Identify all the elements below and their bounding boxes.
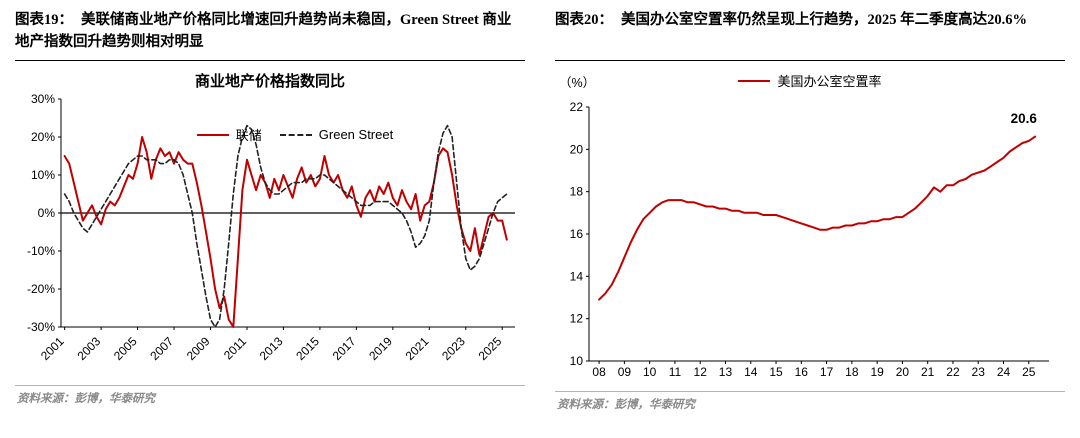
panel-figure-20: 图表20： 美国办公室空置率仍然呈现上行趋势，2025 年二季度高达20.6% （… [540,0,1080,438]
svg-text:2023: 2023 [439,334,468,363]
svg-text:21: 21 [921,365,935,379]
svg-text:19: 19 [870,365,884,379]
legend-label-vacancy: 美国办公室空置率 [777,74,882,89]
svg-text:14: 14 [570,269,584,283]
svg-text:-10%: -10% [27,244,55,258]
svg-text:2011: 2011 [221,334,249,362]
svg-text:2003: 2003 [74,334,103,363]
legend-item-vacancy: 美国办公室空置率 [738,71,882,90]
figure-19-label: 图表19： [15,12,73,28]
svg-text:12: 12 [570,312,584,326]
svg-text:0%: 0% [38,206,56,220]
svg-text:25: 25 [1022,365,1036,379]
svg-text:14: 14 [744,365,758,379]
svg-text:08: 08 [592,365,606,379]
header-rule [15,60,525,61]
svg-text:17: 17 [820,365,834,379]
svg-text:2001: 2001 [38,334,67,363]
svg-text:15: 15 [769,365,783,379]
svg-text:2007: 2007 [147,334,176,363]
line-chart-office-vacancy: 22 20 18 16 14 12 10 08 09 10 11 12 13 14 15 16 17 18 19 20… [570,100,1049,379]
svg-text:20%: 20% [31,130,55,144]
svg-text:30%: 30% [31,92,55,106]
svg-text:16: 16 [795,365,809,379]
svg-text:20: 20 [896,365,910,379]
svg-text:16: 16 [570,227,584,241]
red-solid-line-sample [738,79,771,82]
header-rule [555,60,1065,61]
source-rule [555,391,1065,392]
svg-text:2019: 2019 [366,334,395,363]
figure-19-title: 美联储商业地产价格同比增速回升趋势尚未稳固，Green Street 商业地产指… [15,12,512,50]
svg-text:10: 10 [570,354,584,368]
panel-figure-19: 图表19： 美联储商业地产价格同比增速回升趋势尚未稳固，Green Street … [15,10,525,405]
svg-text:09: 09 [618,365,632,379]
figure-20-header: 图表20： 美国办公室空置率仍然呈现上行趋势，2025 年二季度高达20.6% [555,10,1065,54]
svg-text:18: 18 [845,365,859,379]
svg-text:22: 22 [946,365,960,379]
chart1-area: 30% 20% 10% 0% -10% -20% -30% 2001 2003 2005 2007 2… [15,91,525,383]
svg-text:12: 12 [694,365,708,379]
svg-text:2021: 2021 [403,334,432,363]
svg-text:2025: 2025 [476,334,505,363]
svg-text:2005: 2005 [111,334,140,363]
figure-20-title: 美国办公室空置率仍然呈现上行趋势，2025 年二季度高达20.6% [621,12,1027,28]
svg-text:11: 11 [669,365,682,379]
figure-19-source: 资料来源：彭博，华泰研究 [17,393,155,405]
figure-20-label: 图表20： [555,12,613,28]
svg-text:23: 23 [972,365,986,379]
chart2-legend: 美国办公室空置率 [555,69,1065,90]
svg-text:10: 10 [643,365,657,379]
svg-text:20: 20 [570,142,584,156]
svg-text:2013: 2013 [257,334,286,363]
svg-text:-20%: -20% [27,282,55,296]
svg-text:24: 24 [997,365,1011,379]
svg-text:2009: 2009 [184,334,213,363]
figure-20-source: 资料来源：彭博，华泰研究 [557,399,695,411]
chart1-title: 商业地产价格指数同比 [194,74,345,90]
svg-text:10%: 10% [31,168,55,182]
svg-text:2017: 2017 [330,334,359,363]
figure-19-header: 图表19： 美联储商业地产价格同比增速回升趋势尚未稳固，Green Street … [15,10,525,54]
source-rule [15,385,525,386]
svg-text:22: 22 [570,100,584,114]
chart2-area: 22 20 18 16 14 12 10 08 09 10 11 12 13 14 15 16 17 18 19 20… [555,93,1065,389]
svg-text:18: 18 [570,185,584,199]
y-axis-unit-label: （%） [559,76,596,90]
svg-text:2015: 2015 [293,334,322,363]
svg-text:13: 13 [719,365,733,379]
svg-text:-30%: -30% [27,320,55,334]
svg-text:20.6: 20.6 [1011,111,1038,126]
line-chart-cre-price-index: 30% 20% 10% 0% -10% -20% -30%2001 2003 2005 2007 2… [27,92,515,363]
chart2-legend-row: （%） 美国办公室空置率 [555,69,1065,93]
